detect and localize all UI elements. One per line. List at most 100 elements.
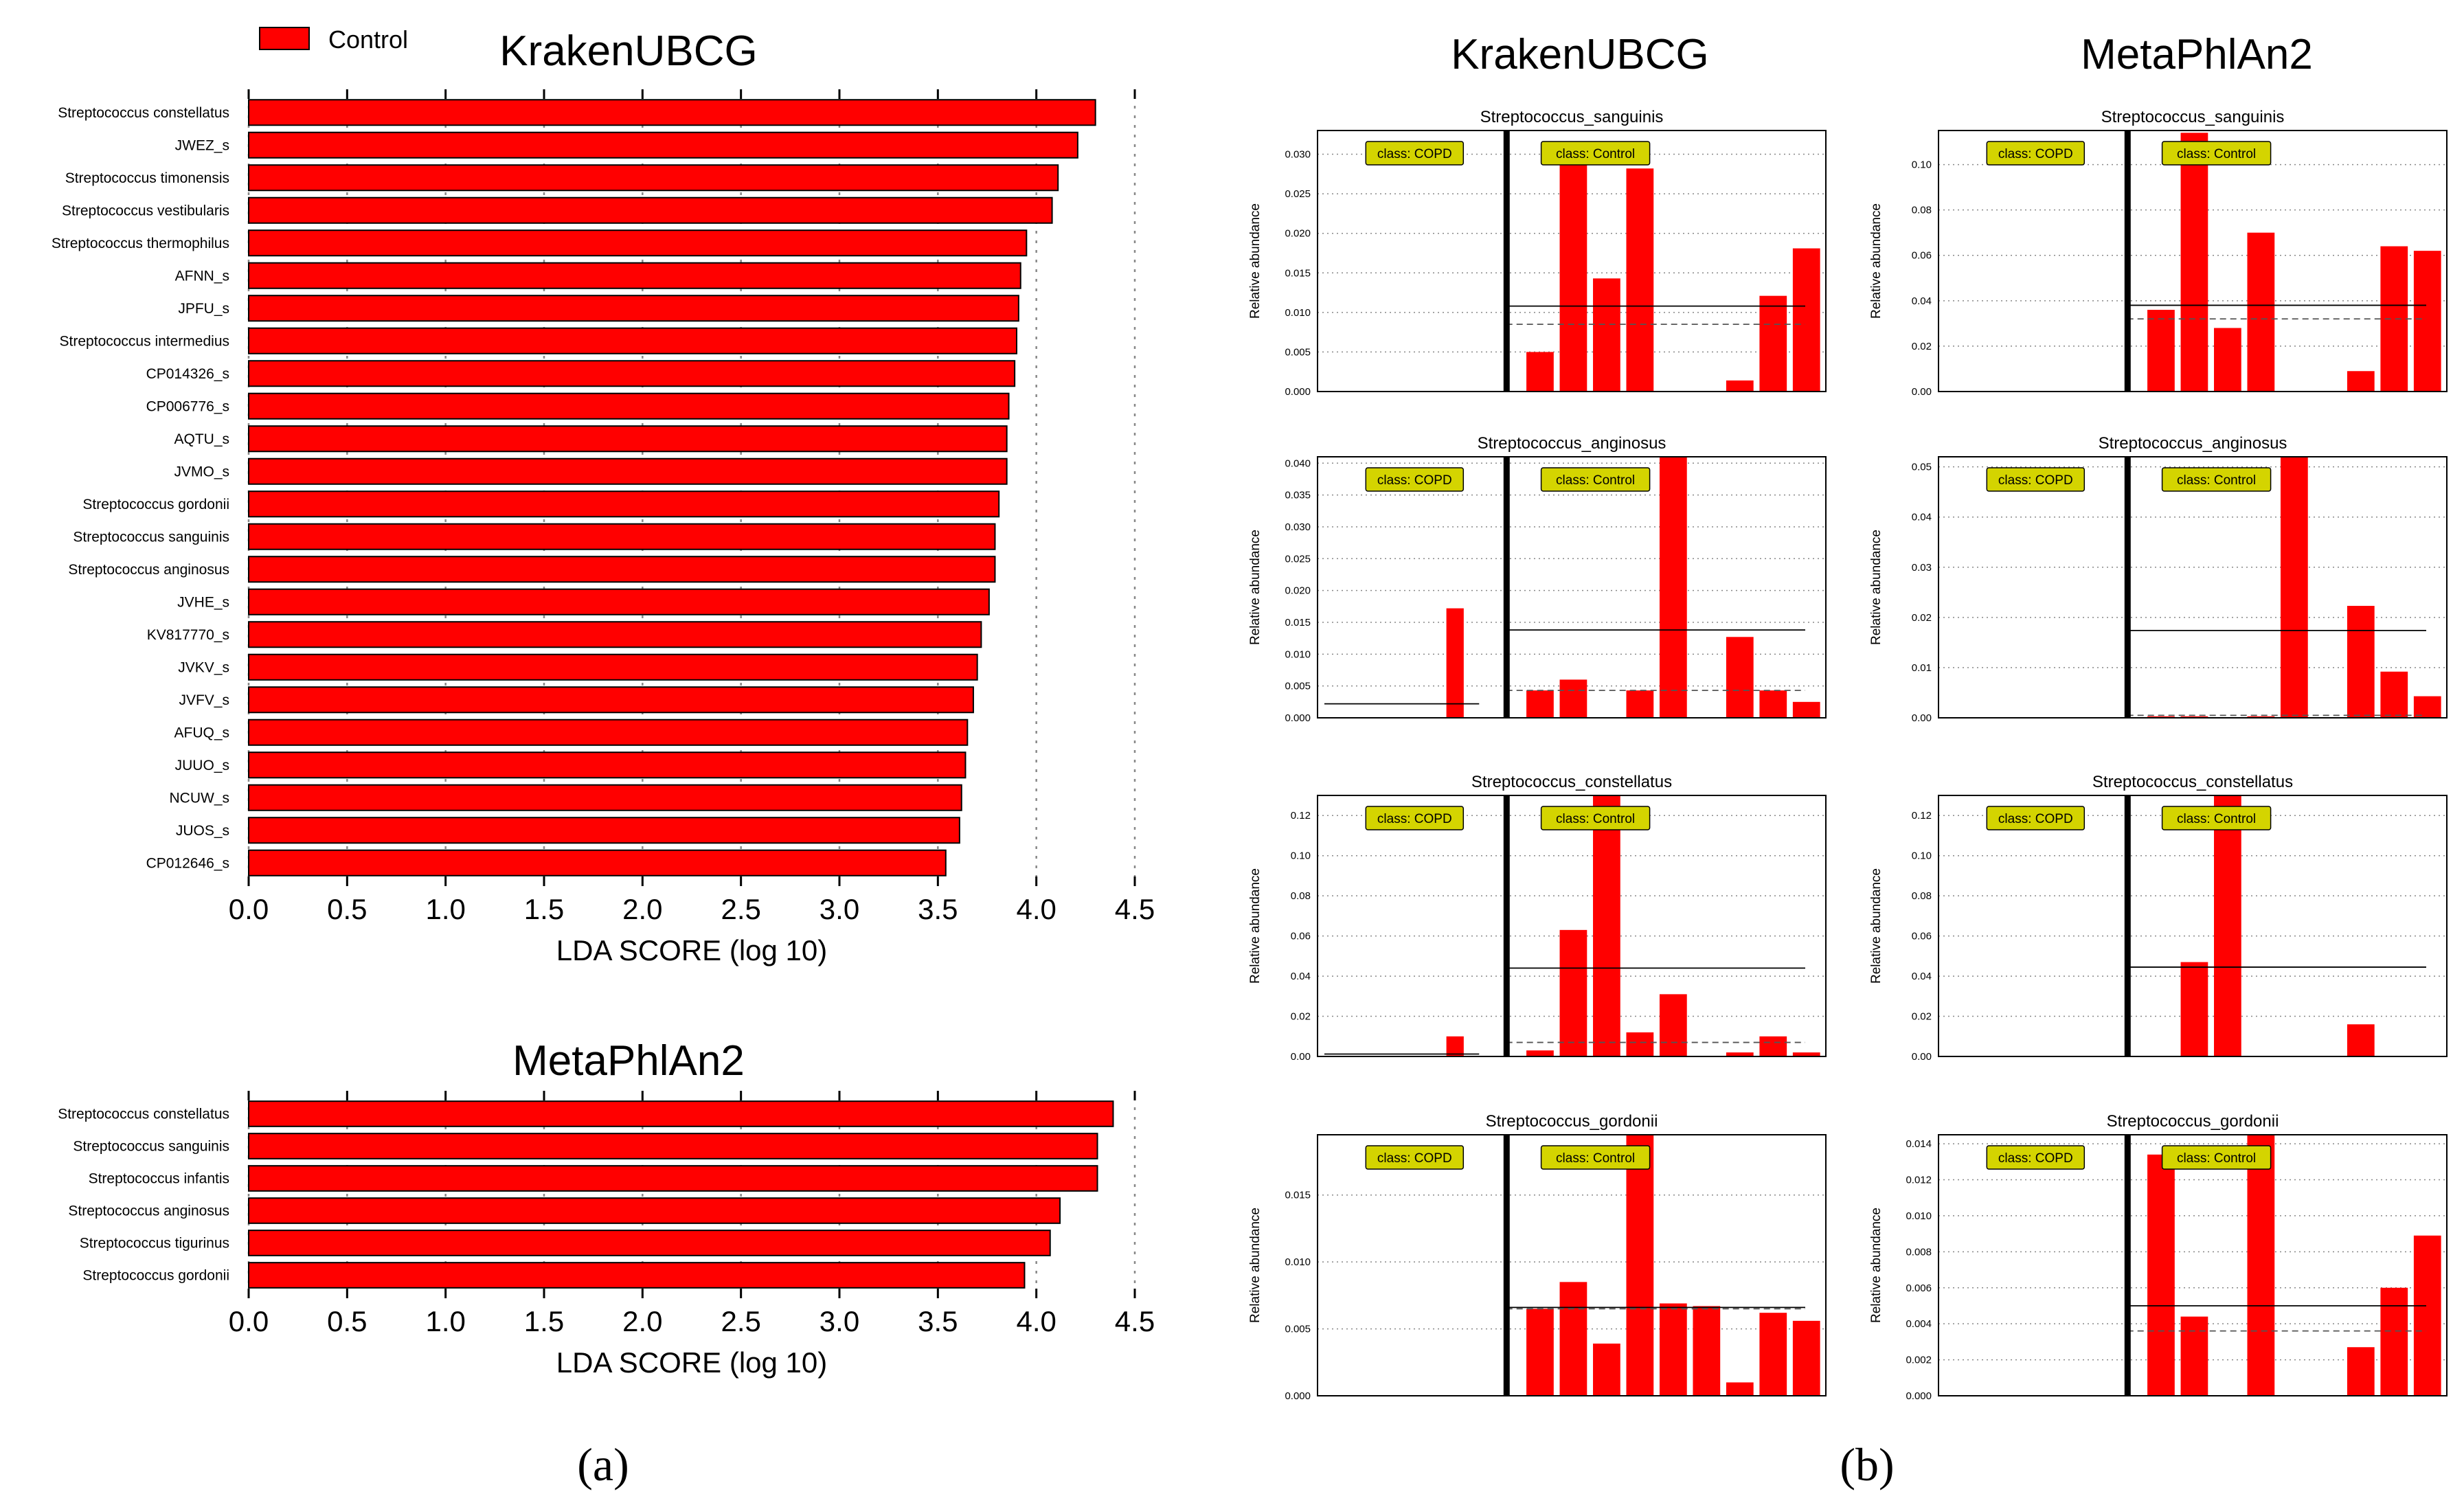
control-bar	[2214, 328, 2241, 392]
x-axis-label: LDA SCORE (log 10)	[556, 1346, 828, 1379]
lda-bar	[248, 621, 982, 648]
control-bar	[1526, 690, 1554, 718]
class-badge-copd	[1986, 806, 2086, 830]
lda-bar	[248, 327, 1017, 354]
x-tick-label: 3.0	[820, 893, 859, 925]
y-tick-label: 0.10	[1912, 850, 1932, 862]
control-bar	[1759, 1313, 1787, 1396]
category-label: AQTU_s	[174, 431, 229, 447]
lda-bar	[248, 686, 974, 714]
control-bar	[1792, 701, 1820, 718]
x-tick-label: 3.0	[820, 1305, 859, 1337]
class-badge-copd-label: class: COPD	[1998, 812, 2073, 826]
y-tick-label: 0.008	[1906, 1246, 1932, 1258]
abundance-chart-kraken-gordonii: Streptococcus_gordonii 0.000 0.005 0.010 0.0…	[1248, 1112, 1827, 1402]
copd-bar	[1446, 608, 1464, 718]
class-badge-control-label: class: Control	[1556, 812, 1635, 826]
control-bar	[1792, 1320, 1820, 1396]
x-tick-label: 0.5	[327, 893, 367, 925]
abundance-chart-metaphlan-gordonii: Streptococcus_gordonii 0.000 0.002 0.004 0.0…	[1869, 1112, 2448, 1402]
subplot-title: Streptococcus_gordonii	[2107, 1112, 2279, 1131]
y-tick-label: 0.000	[1285, 386, 1311, 398]
lda-bar	[248, 131, 1078, 159]
lda-bar	[248, 457, 1008, 485]
y-tick-label: 0.010	[1285, 648, 1311, 660]
class-badge-control	[2161, 806, 2272, 830]
lda-bar	[248, 262, 1021, 289]
control-bar	[1726, 637, 1754, 718]
control-bar	[2347, 606, 2375, 718]
control-bar	[2180, 1316, 2208, 1396]
control-bar	[2280, 457, 2308, 718]
class-badge-copd	[1986, 1145, 2086, 1170]
abundance-chart-kraken-anginosus: Streptococcus_anginosus 0.000 0.005 0.010 0.…	[1248, 434, 1827, 724]
y-tick-label: 0.000	[1285, 712, 1311, 724]
y-axis-label: Relative abundance	[1248, 203, 1263, 319]
control-bar	[1759, 690, 1787, 718]
class-badge-copd-label: class: COPD	[1377, 473, 1452, 488]
y-tick-label: 0.08	[1291, 890, 1311, 902]
lda-bar	[248, 588, 990, 615]
lda-bar	[248, 817, 960, 844]
control-bar	[1526, 1050, 1554, 1056]
class-badge-copd-label: class: COPD	[1377, 1151, 1452, 1166]
y-axis-label: Relative abundance	[1248, 1208, 1263, 1323]
lda-bar	[248, 392, 1010, 420]
lda-bar	[248, 164, 1059, 192]
category-label: JUUO_s	[175, 758, 229, 773]
y-axis-label: Relative abundance	[1869, 530, 1884, 645]
abundance-chart-metaphlan-constellatus: Streptococcus_constellatus 0.00 0.02 0.04 0.…	[1869, 773, 2448, 1063]
control-bar	[2180, 962, 2208, 1056]
category-label: AFUQ_s	[174, 725, 229, 740]
lda-bar	[248, 556, 996, 583]
x-tick-label: 0.5	[327, 1305, 367, 1337]
y-tick-label: 0.02	[1291, 1011, 1311, 1023]
class-badge-control-label: class: Control	[2177, 812, 2256, 826]
y-tick-label: 0.06	[1912, 931, 1932, 942]
class-badge-control	[2161, 141, 2272, 166]
x-tick-label: 2.0	[622, 1305, 662, 1337]
lda-bar	[248, 718, 969, 746]
lda-bar	[248, 490, 1000, 518]
abundance-chart-kraken-sanguinis: Streptococcus_sanguinis 0.000 0.005 0.010 0.…	[1248, 108, 1827, 398]
class-badge-copd-label: class: COPD	[1377, 812, 1452, 826]
y-tick-label: 0.002	[1906, 1355, 1932, 1366]
y-tick-label: 0.006	[1906, 1282, 1932, 1294]
y-tick-label: 0.005	[1285, 346, 1311, 358]
chart-title: KrakenUBCG	[499, 27, 758, 75]
axis-frame	[1317, 456, 1827, 718]
column-title-krakenubcg: KrakenUBCG	[1451, 31, 1709, 78]
control-bar	[2347, 371, 2375, 392]
copd-bar	[1446, 1036, 1464, 1056]
x-axis-label: LDA SCORE (log 10)	[556, 934, 828, 966]
class-badge-copd	[1986, 141, 2086, 166]
control-bar	[1626, 168, 1654, 392]
x-tick-label: 4.5	[1115, 1305, 1155, 1337]
x-tick-label: 1.5	[524, 1305, 564, 1337]
control-bar	[2147, 716, 2175, 718]
category-label: Streptococcus thermophilus	[52, 236, 229, 251]
y-tick-label: 0.03	[1912, 562, 1932, 574]
category-label: NCUW_s	[170, 790, 230, 806]
class-badge-control-label: class: Control	[2177, 147, 2256, 161]
category-label: JWEZ_s	[175, 137, 229, 153]
control-bar	[1726, 380, 1754, 392]
control-bar	[1659, 457, 1687, 718]
control-bar	[2347, 1347, 2375, 1396]
class-badge-control-label: class: Control	[2177, 1151, 2256, 1166]
lda-bar	[248, 653, 978, 681]
category-label: CP012646_s	[146, 855, 229, 871]
x-tick-label: 3.5	[918, 893, 958, 925]
category-label: Streptococcus gordonii	[82, 1268, 229, 1284]
control-bar	[2180, 716, 2208, 718]
category-label: CP014326_s	[146, 366, 229, 382]
abundance-chart-kraken-constellatus: Streptococcus_constellatus 0.00 0.02 0.04 0.…	[1248, 773, 1827, 1063]
class-badge-copd	[1365, 1145, 1465, 1170]
subplot-title: Streptococcus_sanguinis	[2101, 108, 2285, 126]
y-tick-label: 0.04	[1912, 512, 1932, 523]
control-bar	[1593, 1344, 1620, 1396]
subplot-title: Streptococcus_anginosus	[2099, 434, 2287, 453]
legend-swatch	[259, 27, 310, 50]
class-badge-control-label: class: Control	[1556, 473, 1635, 488]
x-tick-label: 4.5	[1115, 893, 1155, 925]
